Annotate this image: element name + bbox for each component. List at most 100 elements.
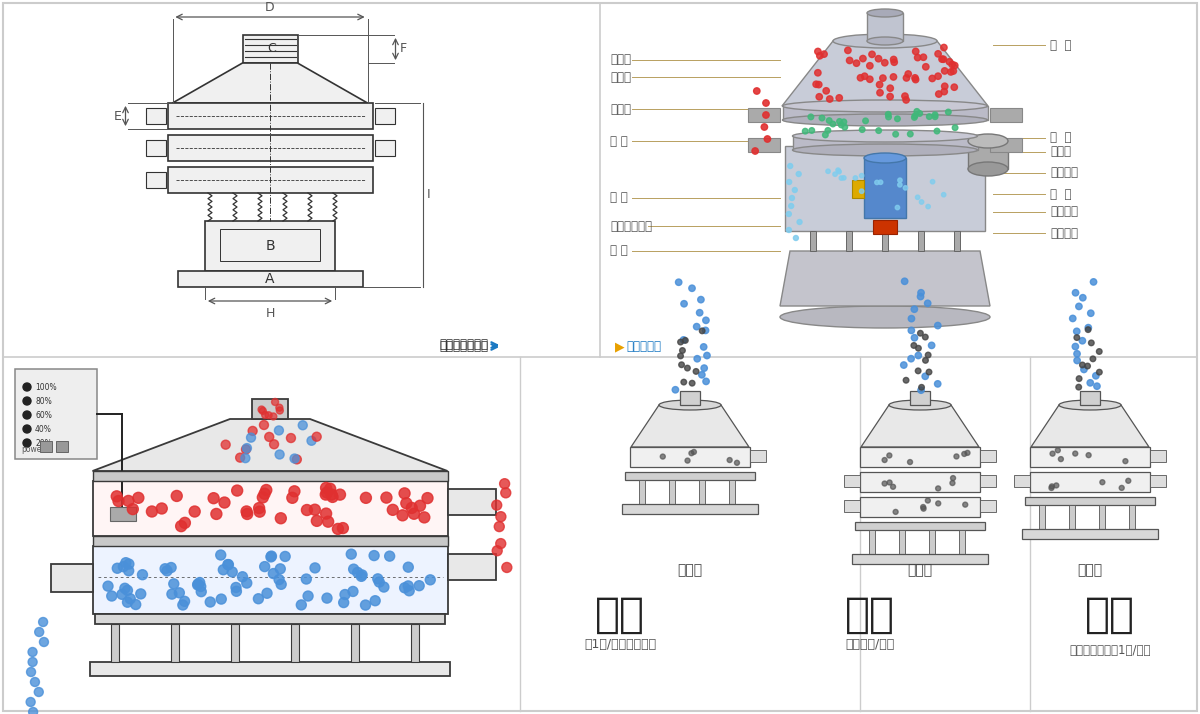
Circle shape [869, 51, 875, 58]
Circle shape [275, 450, 284, 459]
Circle shape [1054, 483, 1058, 488]
Circle shape [788, 203, 793, 208]
Circle shape [167, 589, 176, 599]
Circle shape [918, 387, 924, 393]
Text: 单层式: 单层式 [678, 563, 702, 577]
Circle shape [950, 68, 956, 74]
Ellipse shape [792, 130, 978, 142]
Circle shape [312, 432, 322, 441]
Bar [1039, 505, 1045, 529]
Circle shape [953, 125, 958, 131]
Text: 20%: 20% [35, 438, 52, 448]
Bar [918, 231, 924, 251]
Circle shape [242, 443, 252, 453]
Bar [90, 662, 450, 676]
Circle shape [1085, 363, 1091, 369]
Circle shape [827, 96, 833, 102]
Circle shape [407, 503, 418, 513]
Circle shape [683, 338, 688, 343]
Circle shape [817, 53, 823, 59]
Circle shape [803, 129, 808, 134]
Circle shape [127, 503, 138, 515]
Circle shape [1073, 290, 1079, 296]
Circle shape [241, 508, 253, 520]
Circle shape [259, 488, 270, 499]
Circle shape [911, 335, 918, 341]
Circle shape [310, 504, 320, 516]
Circle shape [842, 124, 847, 130]
Circle shape [949, 61, 955, 68]
Polygon shape [862, 405, 979, 447]
Circle shape [241, 453, 250, 463]
Circle shape [792, 188, 797, 193]
Circle shape [1080, 295, 1086, 301]
Circle shape [920, 54, 926, 61]
Circle shape [763, 100, 769, 106]
Circle shape [414, 580, 424, 590]
Circle shape [947, 59, 953, 65]
Circle shape [836, 169, 841, 174]
Circle shape [1058, 456, 1063, 461]
Circle shape [353, 568, 362, 578]
Bar [172, 624, 179, 662]
Circle shape [408, 508, 420, 519]
Circle shape [499, 478, 510, 488]
Circle shape [929, 75, 936, 81]
Circle shape [797, 219, 802, 224]
Bar [980, 500, 996, 512]
Circle shape [221, 440, 230, 449]
Circle shape [26, 668, 36, 676]
Bar [864, 158, 906, 218]
Circle shape [218, 565, 228, 575]
Circle shape [679, 348, 685, 353]
Circle shape [1085, 324, 1092, 331]
Bar [410, 624, 419, 662]
Bar [680, 391, 700, 405]
Circle shape [348, 586, 358, 596]
Text: 80%: 80% [35, 396, 52, 406]
Circle shape [911, 306, 918, 313]
Circle shape [227, 567, 238, 577]
Circle shape [962, 502, 967, 507]
Circle shape [358, 570, 367, 580]
Circle shape [754, 88, 760, 94]
Circle shape [796, 171, 802, 176]
Text: power: power [22, 445, 44, 453]
Circle shape [875, 56, 882, 62]
Circle shape [40, 638, 48, 646]
Text: 束 环: 束 环 [610, 134, 628, 148]
Circle shape [146, 506, 157, 517]
Circle shape [1091, 278, 1097, 285]
Circle shape [936, 501, 941, 506]
Circle shape [938, 56, 946, 62]
Bar [882, 231, 888, 251]
Text: 60%: 60% [35, 411, 52, 420]
Circle shape [1090, 356, 1096, 362]
Bar [860, 497, 980, 517]
Circle shape [904, 186, 907, 190]
Text: 頶1粒/粉末准确分级: 頶1粒/粉末准确分级 [584, 638, 656, 651]
Circle shape [836, 119, 842, 124]
Bar [910, 391, 930, 405]
Circle shape [925, 352, 931, 358]
Circle shape [886, 111, 892, 117]
Circle shape [822, 132, 828, 138]
Text: D: D [265, 1, 275, 14]
Polygon shape [92, 419, 448, 471]
Bar [145, 140, 166, 156]
Circle shape [419, 512, 430, 523]
Bar [220, 229, 320, 261]
Bar [145, 172, 166, 188]
Circle shape [338, 598, 349, 608]
Circle shape [948, 69, 954, 75]
Circle shape [1049, 486, 1054, 491]
Bar [374, 108, 395, 124]
Ellipse shape [889, 400, 952, 410]
Circle shape [696, 309, 703, 316]
Circle shape [290, 454, 299, 463]
Circle shape [257, 492, 269, 503]
Circle shape [326, 489, 337, 500]
Bar [1014, 475, 1030, 487]
Circle shape [882, 481, 887, 486]
Bar [92, 546, 448, 614]
